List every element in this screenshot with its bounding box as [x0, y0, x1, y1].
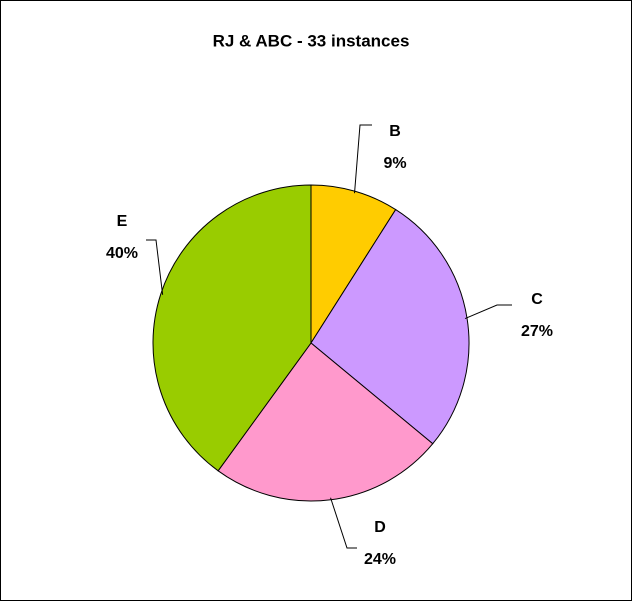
slice-label: D	[374, 519, 386, 536]
slice-label: E	[117, 213, 128, 230]
slice-value-label: 27%	[521, 323, 553, 340]
slice-value-label: 24%	[364, 551, 396, 568]
leader-line	[354, 124, 372, 194]
leader-line	[330, 497, 357, 549]
chart-title: RJ & ABC - 33 instances	[213, 31, 410, 50]
pie-slice	[152, 184, 312, 472]
slice-value-label: 40%	[106, 245, 138, 262]
slice-label: C	[531, 291, 543, 308]
slice-value-label: 9%	[383, 155, 406, 172]
leader-line	[146, 239, 164, 295]
slice-label: B	[389, 123, 401, 140]
leader-line	[464, 304, 512, 320]
